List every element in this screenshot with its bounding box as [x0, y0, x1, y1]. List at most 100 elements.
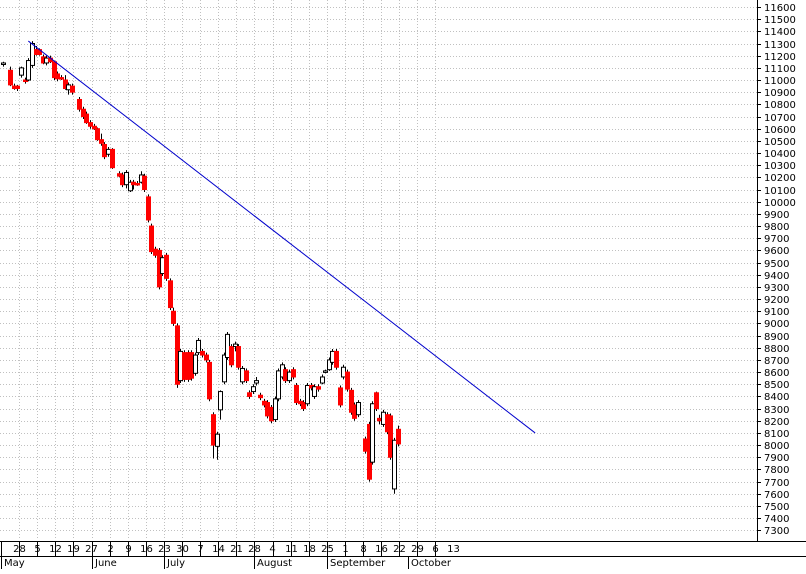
- y-tick-label: 8100: [764, 429, 789, 440]
- month-label: July: [166, 558, 185, 569]
- candle-body: [44, 57, 49, 64]
- candle-down: [349, 387, 354, 415]
- candle-body: [218, 391, 223, 411]
- candle-body: [193, 354, 198, 374]
- x-tick-label: 27: [85, 544, 98, 555]
- candle-body: [323, 370, 328, 373]
- y-tick-label: 10800: [764, 100, 796, 111]
- candle-body: [59, 77, 64, 80]
- candle-down: [8, 66, 13, 87]
- y-tick-label: 9100: [764, 307, 789, 318]
- candle-body: [26, 60, 31, 81]
- candle-up: [106, 146, 111, 157]
- month-label: May: [4, 558, 25, 569]
- candle-up: [19, 66, 24, 78]
- y-tick-label: 7700: [764, 478, 789, 489]
- candle-up: [381, 409, 386, 427]
- candle-body: [356, 402, 361, 416]
- candle-up: [276, 368, 281, 402]
- candle-up: [178, 348, 183, 384]
- candle-body: [381, 411, 386, 425]
- candle-down: [146, 194, 151, 223]
- candle-down: [77, 97, 82, 112]
- candle-down: [388, 413, 393, 460]
- candle-down: [102, 142, 107, 160]
- y-tick-label: 8800: [764, 344, 789, 355]
- candle-body: [327, 359, 332, 371]
- candle-down: [269, 404, 274, 424]
- candle-body: [23, 79, 28, 83]
- candle-down: [59, 75, 64, 81]
- candle-body: [142, 175, 147, 191]
- y-tick-label: 7400: [764, 514, 789, 525]
- candle-body: [265, 402, 270, 417]
- candle-body: [352, 404, 357, 419]
- candle-body: [215, 433, 220, 447]
- candle-body: [269, 406, 274, 422]
- y-tick-label: 10500: [764, 137, 796, 148]
- candle-down: [291, 367, 296, 380]
- candle-up: [312, 384, 317, 399]
- candle-down: [294, 383, 299, 405]
- candle-body: [349, 389, 354, 413]
- candle-body: [374, 392, 379, 410]
- candle-body: [153, 248, 158, 256]
- candle-down: [338, 385, 343, 408]
- y-tick-label: 8900: [764, 332, 789, 343]
- candle-down: [84, 111, 89, 124]
- y-tick-label: 10100: [764, 186, 796, 197]
- candle-body: [283, 369, 288, 382]
- month-label: October: [411, 558, 452, 569]
- candle-body: [70, 85, 75, 93]
- candle-body: [92, 125, 97, 130]
- candle-down: [171, 307, 176, 326]
- candle-body: [1, 62, 6, 65]
- y-tick-label: 9200: [764, 295, 789, 306]
- candle-body: [233, 343, 238, 348]
- candle-down: [88, 120, 93, 129]
- candle-down: [15, 84, 20, 91]
- candle-down: [164, 252, 169, 281]
- candle-down: [142, 173, 147, 192]
- candle-body: [396, 428, 401, 445]
- candle-up: [356, 400, 361, 418]
- candle-body: [66, 84, 71, 91]
- y-tick-label: 9400: [764, 271, 789, 282]
- candle-down: [211, 412, 216, 459]
- y-tick-label: 8700: [764, 356, 789, 367]
- candle-up: [330, 348, 335, 365]
- x-tick-label: 13: [447, 544, 460, 555]
- candle-body: [345, 371, 350, 390]
- y-tick-label: 9700: [764, 234, 789, 245]
- candle-body: [392, 439, 397, 490]
- candle-body: [8, 69, 13, 86]
- candle-up: [287, 369, 292, 384]
- candle-body: [63, 79, 68, 90]
- candle-up: [215, 431, 220, 460]
- candle-body: [95, 128, 100, 141]
- month-label: August: [257, 558, 292, 569]
- candle-up: [222, 352, 227, 385]
- candle-down: [363, 436, 368, 454]
- y-tick-label: 7500: [764, 502, 789, 513]
- candle-up: [160, 255, 165, 276]
- candle-down: [92, 123, 97, 130]
- candle-body: [189, 352, 194, 379]
- candle-body: [320, 376, 325, 384]
- month-label: June: [94, 558, 117, 569]
- candle-up: [193, 352, 198, 376]
- candle-down: [352, 402, 357, 421]
- candle-down: [247, 390, 252, 399]
- candle-body: [363, 438, 368, 452]
- candle-body: [211, 414, 216, 446]
- candle-down: [258, 392, 263, 401]
- y-tick-label: 9900: [764, 210, 789, 221]
- month-label: September: [330, 558, 386, 569]
- candle-body: [204, 354, 209, 361]
- candle-up: [323, 369, 328, 374]
- y-tick-label: 8500: [764, 380, 789, 391]
- candle-down: [99, 133, 104, 146]
- y-tick-label: 11600: [764, 3, 796, 14]
- candle-body: [110, 148, 115, 169]
- candle-body: [99, 139, 104, 144]
